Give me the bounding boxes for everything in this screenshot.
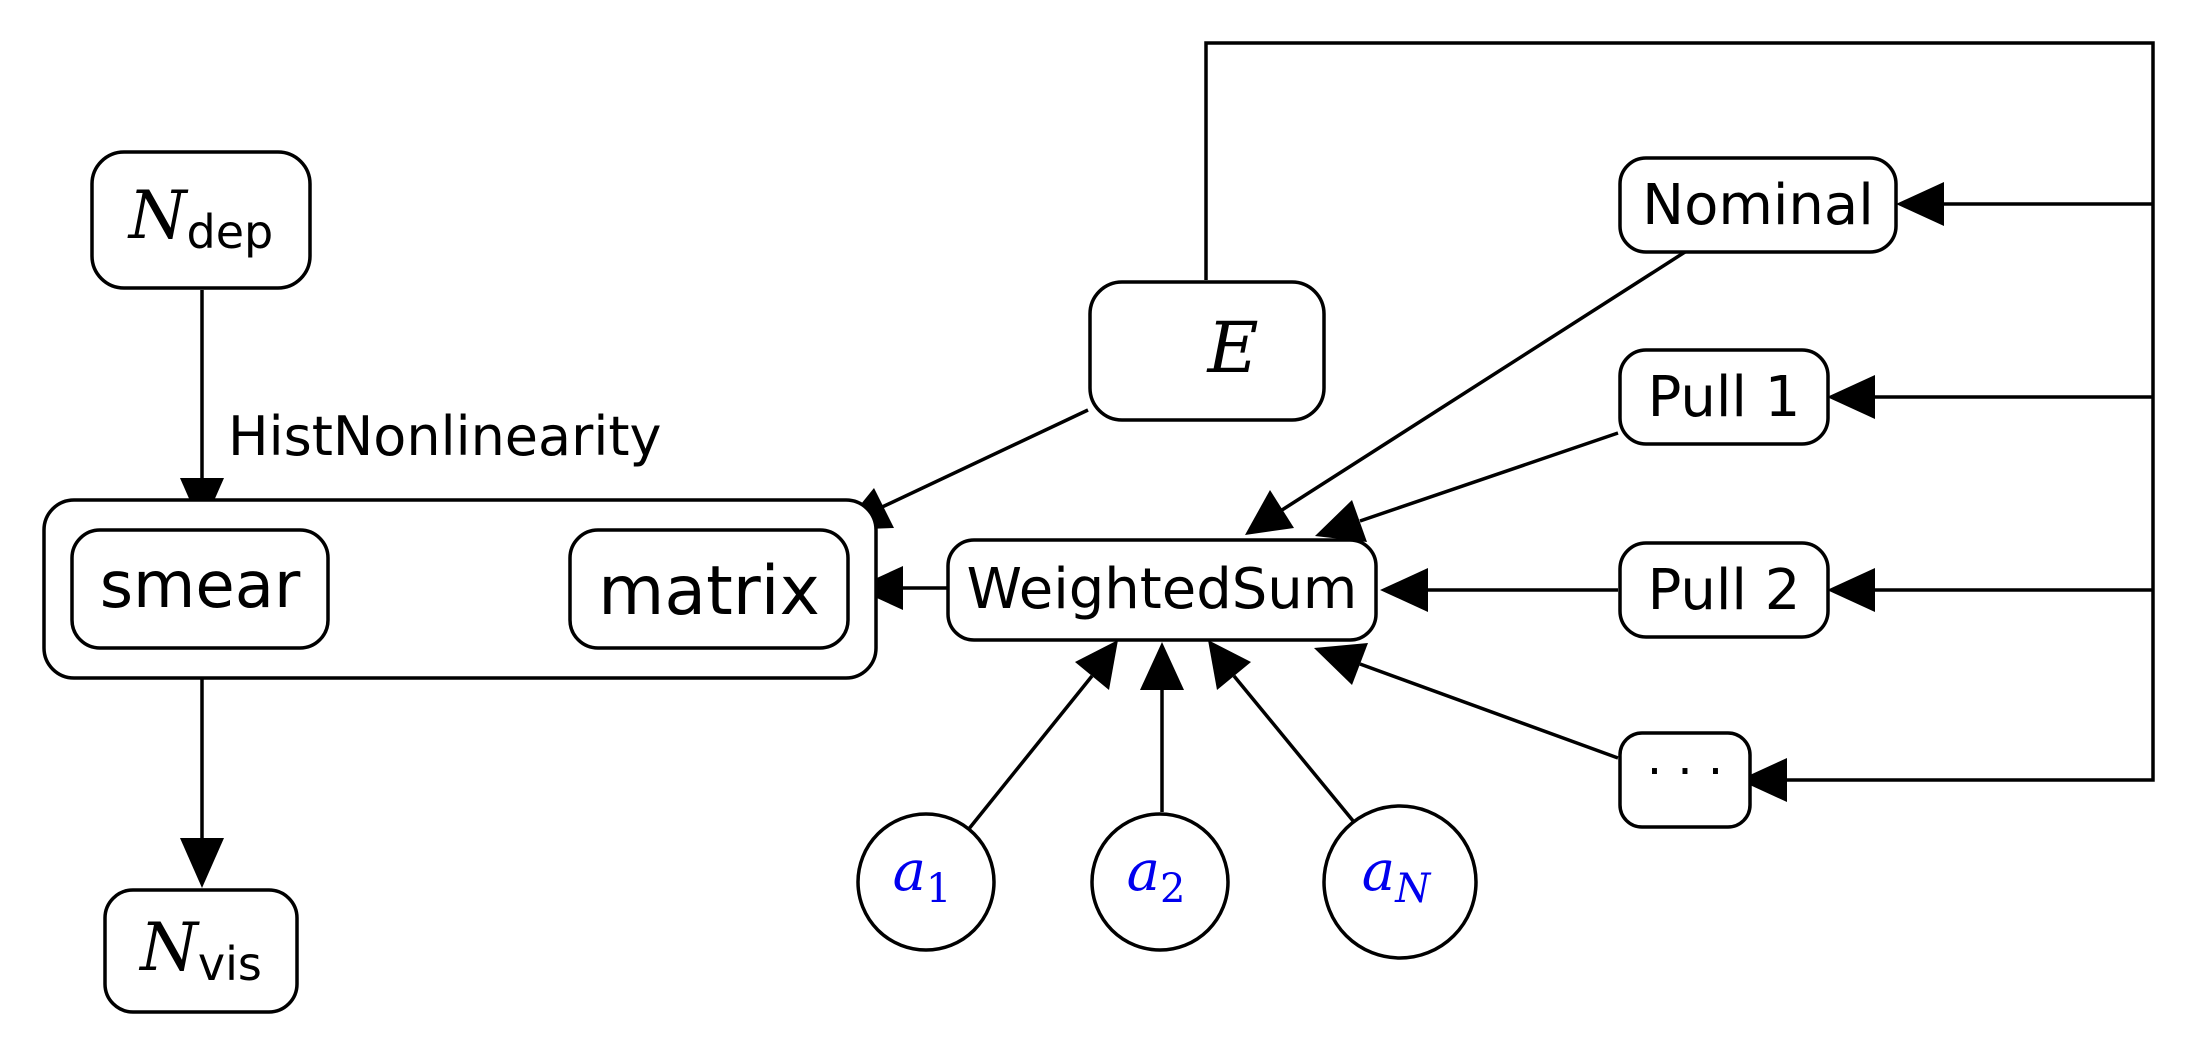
edge-ellipsis-to-weightedsum [1314, 643, 1619, 760]
node-coefficient-a1: a1 [856, 812, 996, 952]
node-pull-2: Pull 2 [1618, 541, 1830, 639]
node-n-vis: Nvis [103, 888, 299, 1014]
edge-a1-to-weightedsum [966, 640, 1118, 832]
edge-smear-to-nvis [180, 650, 224, 888]
node-coefficient-a2: a2 [1090, 812, 1230, 952]
node-e: E [1088, 280, 1326, 422]
svg-text:Nvis: Nvis [138, 909, 262, 991]
ellipsis-label: · · · [1647, 744, 1723, 800]
n-dep-subscript: dep [187, 205, 274, 259]
edge-nominal-to-weightedsum [1245, 250, 1686, 535]
n-vis-symbol: N [138, 909, 200, 986]
a2-subscript: 2 [1160, 866, 1185, 912]
svg-text:Ndep: Ndep [127, 177, 273, 259]
node-n-dep: Ndep [90, 150, 312, 290]
pull-1-label: Pull 1 [1648, 365, 1801, 430]
node-nominal: Nominal [1618, 156, 1898, 254]
a1-subscript: 1 [926, 866, 951, 912]
n-vis-subscript: vis [198, 937, 262, 991]
svg-text:a2: a2 [1127, 839, 1186, 912]
nominal-label: Nominal [1642, 173, 1874, 238]
edge-feedback-bus [1204, 41, 2155, 802]
e-symbol: E [1205, 307, 1258, 389]
smear-label: smear [100, 549, 301, 623]
node-ellipsis: · · · [1618, 731, 1752, 829]
an-subscript: N [1394, 866, 1432, 912]
an-symbol: a [1362, 839, 1395, 904]
edge-ndep-to-smear [180, 290, 224, 528]
svg-text:a1: a1 [893, 839, 952, 912]
edge-weightedsum-to-matrix [855, 566, 948, 610]
node-weighted-sum: WeightedSum [946, 538, 1378, 642]
edge-e-to-histnonlinearity [840, 408, 1089, 530]
matrix-label: matrix [598, 552, 820, 631]
a2-symbol: a [1127, 839, 1160, 904]
a1-symbol: a [893, 839, 926, 904]
hist-nonlinearity-label: HistNonlinearity [228, 405, 661, 468]
n-dep-symbol: N [127, 177, 189, 254]
node-matrix: matrix [568, 528, 850, 650]
svg-text:aN: aN [1362, 839, 1432, 912]
edge-pull2-to-weightedsum [1380, 568, 1618, 612]
pull-2-label: Pull 2 [1648, 558, 1801, 623]
node-smear: smear [70, 528, 330, 650]
node-pull-1: Pull 1 [1618, 348, 1830, 446]
weighted-sum-label: WeightedSum [967, 557, 1358, 622]
edge-a2-to-weightedsum [1140, 642, 1184, 812]
node-coefficient-an: aN [1322, 804, 1478, 960]
edge-pull1-to-weightedsum [1315, 431, 1619, 542]
edge-an-to-weightedsum [1208, 640, 1356, 824]
